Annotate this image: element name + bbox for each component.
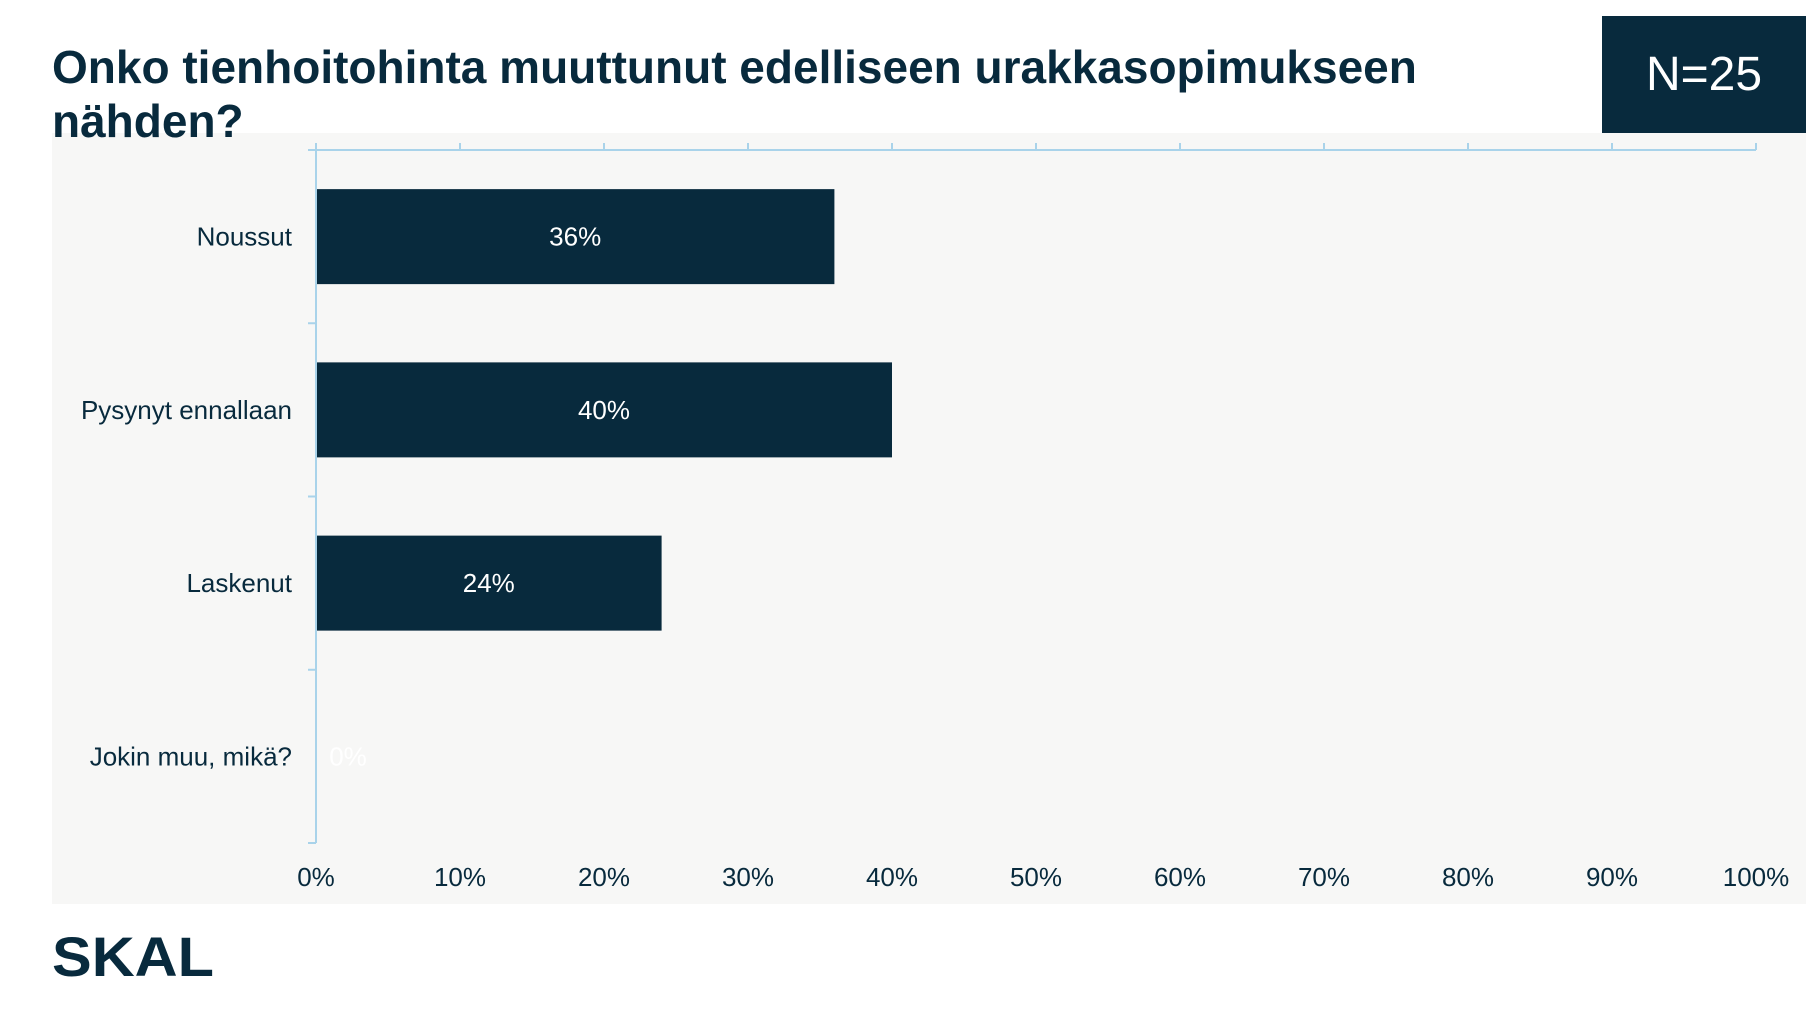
x-tick-label: 20% [578, 862, 630, 892]
category-label: Pysynyt ennallaan [81, 395, 292, 425]
x-tick-label: 40% [866, 862, 918, 892]
category-label: Jokin muu, mikä? [90, 741, 292, 771]
x-tick-label: 80% [1442, 862, 1494, 892]
logo-text: SKAL [52, 932, 214, 982]
category-label: Noussut [197, 222, 293, 252]
x-tick-label: 90% [1586, 862, 1638, 892]
data-label: 40% [578, 395, 630, 425]
x-tick-label: 100% [1723, 862, 1790, 892]
x-tick-label: 70% [1298, 862, 1350, 892]
x-tick-label: 10% [434, 862, 486, 892]
x-tick-label: 30% [722, 862, 774, 892]
data-label: 24% [463, 568, 515, 598]
bar [317, 362, 892, 458]
category-label: Laskenut [186, 568, 292, 598]
skal-logo: SKAL [52, 932, 214, 982]
x-tick-label: 50% [1010, 862, 1062, 892]
bar [317, 535, 662, 631]
bar [317, 189, 835, 285]
page-title: Onko tienhoitohinta muuttunut edelliseen… [52, 41, 1417, 147]
sample-size-badge: N=25 [1602, 16, 1806, 133]
x-tick-label: 60% [1154, 862, 1206, 892]
data-label: 36% [549, 222, 601, 252]
data-label: 0% [329, 741, 367, 771]
x-tick-label: 0% [297, 862, 335, 892]
